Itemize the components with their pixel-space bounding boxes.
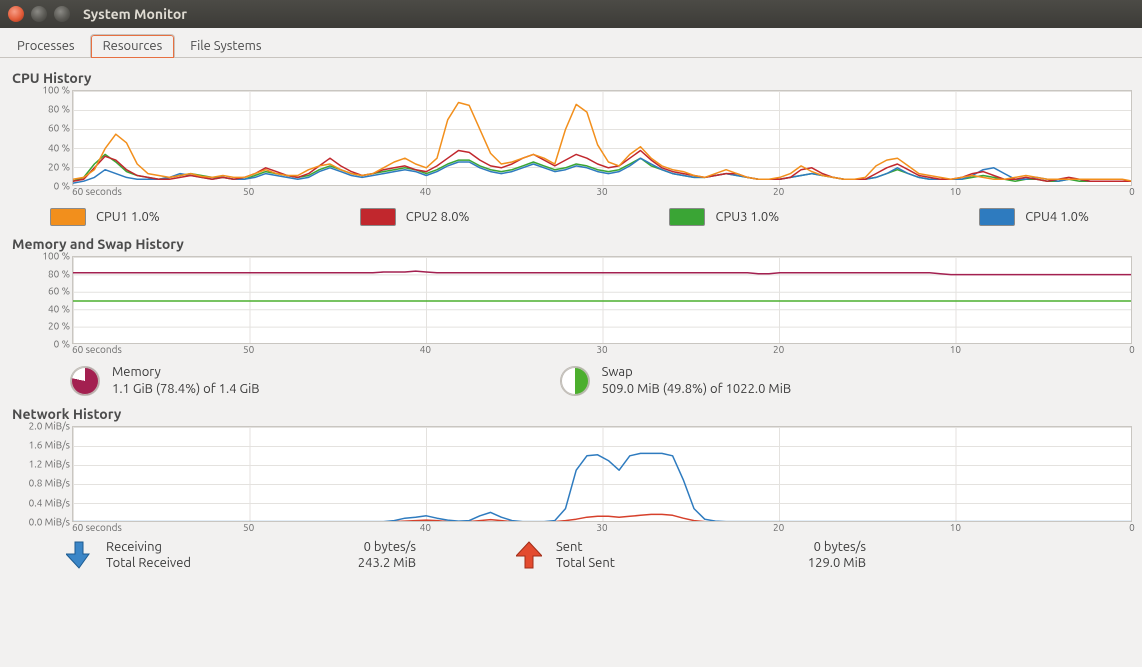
swap-detail: 509.0 MiB (49.8%) of 1022.0 MiB — [602, 381, 792, 398]
cpu-section-title: CPU History — [12, 70, 1132, 86]
recv-rate: 0 bytes/s — [256, 540, 416, 554]
memory-section-title: Memory and Swap History — [12, 236, 1132, 252]
memory-detail: 1.1 GiB (78.4%) of 1.4 GiB — [112, 381, 260, 398]
network-recv-block: Receiving 0 bytes/s Total Received 243.2… — [66, 540, 416, 570]
recv-total-label: Total Received — [106, 556, 256, 570]
download-arrow-icon — [66, 540, 92, 570]
tab-bar: Processes Resources File Systems — [0, 28, 1142, 58]
memory-x-axis: 60 seconds50403020100 — [72, 344, 1132, 358]
cpu-legend-item-2[interactable]: CPU2 8.0% — [360, 208, 470, 226]
recv-label: Receiving — [106, 540, 256, 554]
swap-label: Swap — [602, 364, 792, 381]
content-area: CPU History 100 %80 %60 %40 %20 %0 % 60 … — [0, 58, 1142, 576]
network-x-axis: 60 seconds50403020100 — [72, 522, 1132, 536]
network-chart — [72, 426, 1132, 522]
tab-filesystems[interactable]: File Systems — [177, 34, 274, 58]
cpu-legend-item-3[interactable]: CPU3 1.0% — [669, 208, 779, 226]
network-legend: Receiving 0 bytes/s Total Received 243.2… — [66, 540, 1112, 570]
tab-processes[interactable]: Processes — [4, 34, 88, 58]
network-section-title: Network History — [12, 406, 1132, 422]
cpu2-legend-text: CPU2 8.0% — [406, 210, 470, 224]
cpu1-legend-text: CPU1 1.0% — [96, 210, 160, 224]
cpu-x-axis: 60 seconds50403020100 — [72, 186, 1132, 200]
upload-arrow-icon — [516, 540, 542, 570]
window-maximize-button[interactable] — [54, 6, 70, 22]
cpu2-color-swatch[interactable] — [360, 208, 396, 226]
memory-legend-item: Memory 1.1 GiB (78.4%) of 1.4 GiB — [70, 364, 260, 398]
cpu1-color-swatch[interactable] — [50, 208, 86, 226]
cpu-legend-item-1[interactable]: CPU1 1.0% — [50, 208, 160, 226]
cpu4-legend-text: CPU4 1.0% — [1025, 210, 1089, 224]
sent-label: Sent — [556, 540, 706, 554]
memory-label: Memory — [112, 364, 260, 381]
window-titlebar: System Monitor — [0, 0, 1142, 28]
cpu-legend: CPU1 1.0% CPU2 8.0% CPU3 1.0% CPU4 1.0% — [50, 208, 1112, 226]
memory-pie-icon — [70, 366, 100, 396]
memory-y-axis: 100 %80 %60 %40 %20 %0 % — [26, 256, 70, 344]
cpu-y-axis: 100 %80 %60 %40 %20 %0 % — [26, 90, 70, 186]
sent-rate: 0 bytes/s — [706, 540, 866, 554]
sent-total: 129.0 MiB — [706, 556, 866, 570]
cpu4-color-swatch[interactable] — [979, 208, 1015, 226]
network-y-axis: 2.0 MiB/s1.6 MiB/s1.2 MiB/s0.8 MiB/s0.4 … — [26, 426, 70, 522]
memory-chart — [72, 256, 1132, 344]
network-chart-wrap: 2.0 MiB/s1.6 MiB/s1.2 MiB/s0.8 MiB/s0.4 … — [72, 426, 1126, 522]
recv-total: 243.2 MiB — [256, 556, 416, 570]
swap-legend-item: Swap 509.0 MiB (49.8%) of 1022.0 MiB — [560, 364, 792, 398]
cpu3-legend-text: CPU3 1.0% — [715, 210, 779, 224]
swap-pie-icon — [560, 366, 590, 396]
memory-chart-wrap: 100 %80 %60 %40 %20 %0 % — [72, 256, 1126, 344]
window-title: System Monitor — [83, 6, 187, 22]
cpu-chart — [72, 90, 1132, 186]
window-close-button[interactable] — [8, 6, 24, 22]
tab-resources[interactable]: Resources — [90, 34, 176, 58]
cpu3-color-swatch[interactable] — [669, 208, 705, 226]
network-sent-block: Sent 0 bytes/s Total Sent 129.0 MiB — [516, 540, 866, 570]
memory-legend: Memory 1.1 GiB (78.4%) of 1.4 GiB Swap 5… — [70, 364, 1112, 398]
cpu-chart-wrap: 100 %80 %60 %40 %20 %0 % — [72, 90, 1126, 186]
cpu-legend-item-4[interactable]: CPU4 1.0% — [979, 208, 1089, 226]
window-minimize-button[interactable] — [31, 6, 47, 22]
sent-total-label: Total Sent — [556, 556, 706, 570]
